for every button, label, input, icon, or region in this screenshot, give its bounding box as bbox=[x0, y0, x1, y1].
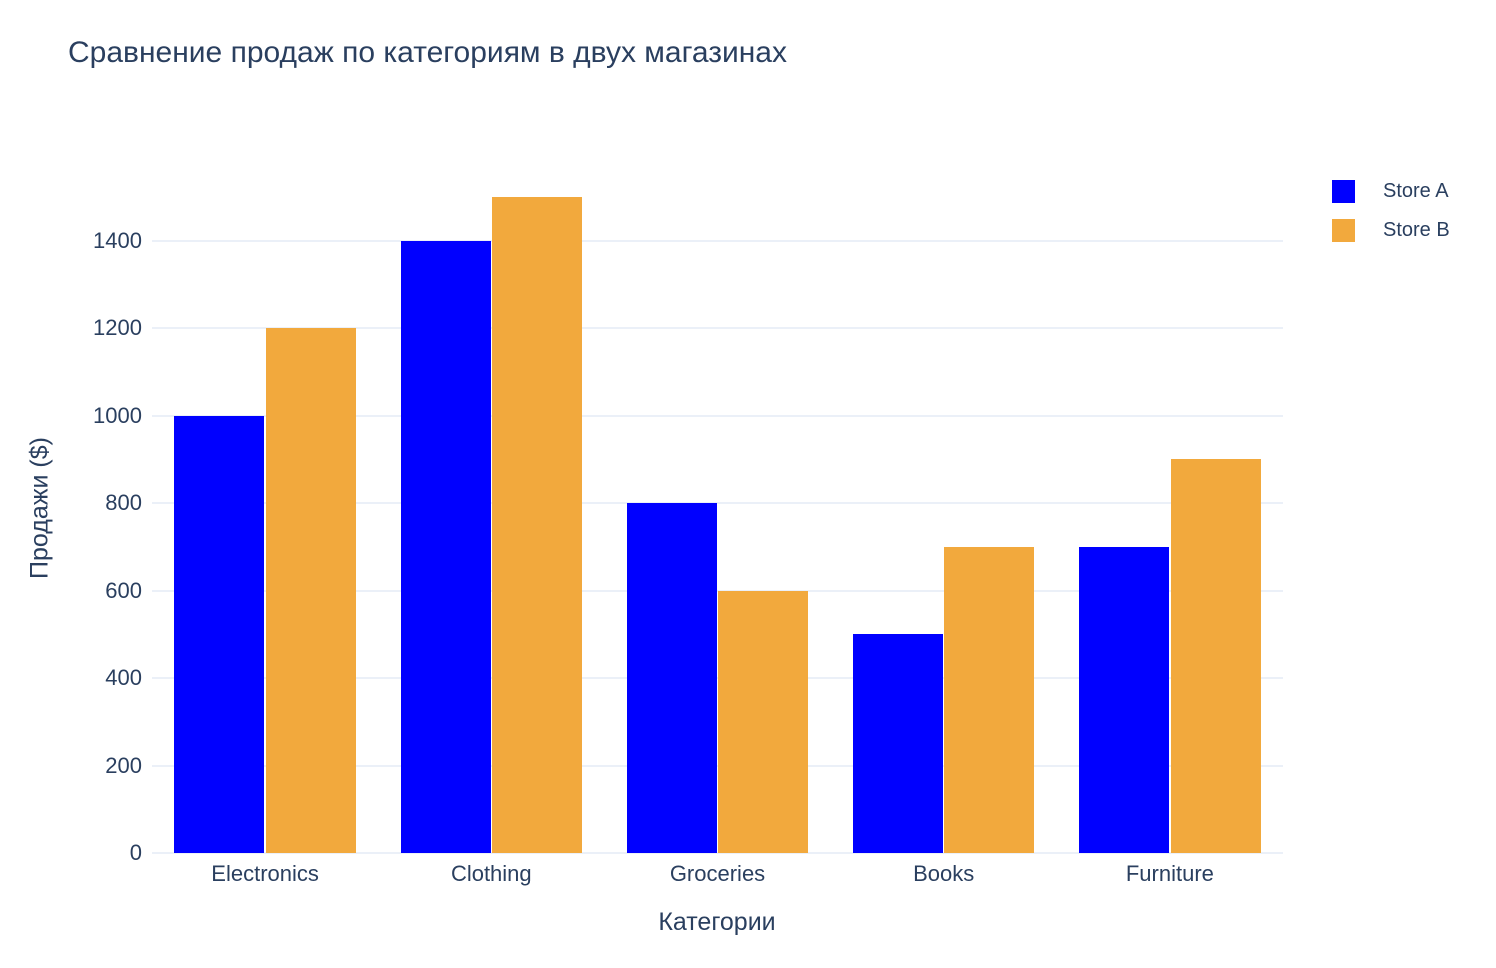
plot-area: Electronics Clothing Groceries Books Furnitu… bbox=[152, 163, 1283, 886]
chart-title: Сравнение продаж по категориям в двух ма… bbox=[68, 36, 787, 69]
y-axis-title: Продажи ($) bbox=[25, 437, 54, 579]
y-axis-tick-labels: 0 200 400 600 800 1000 1200 1400 bbox=[0, 163, 142, 865]
y-grid-line-400 bbox=[152, 677, 1283, 680]
bar-store-b-books bbox=[944, 546, 1035, 853]
y-grid-line-1200 bbox=[152, 327, 1283, 330]
y-tick-label-1200: 1200 bbox=[93, 315, 142, 341]
y-grid-line-0 bbox=[152, 852, 1283, 854]
legend-label-store-a: Store A bbox=[1383, 180, 1449, 202]
bar-store-b-clothing bbox=[492, 197, 583, 853]
legend-swatch-store-a bbox=[1332, 180, 1355, 203]
legend: Store A Store B bbox=[1332, 180, 1450, 258]
x-tick-label-groceries: Groceries bbox=[669, 861, 766, 886]
bar-store-a-books bbox=[852, 634, 943, 853]
bar-store-a-electronics bbox=[174, 415, 265, 853]
y-tick-label-1000: 1000 bbox=[93, 402, 142, 428]
y-grid-line-1400 bbox=[152, 239, 1283, 242]
x-tick-label-clothing: Clothing bbox=[450, 861, 532, 886]
legend-label-store-b: Store B bbox=[1383, 219, 1450, 241]
bar-store-a-clothing bbox=[400, 240, 491, 853]
legend-item-store-b[interactable]: Store B bbox=[1332, 219, 1450, 242]
bar-store-b-electronics bbox=[265, 328, 356, 853]
y-tick-label-0: 0 bbox=[129, 840, 142, 865]
bar-store-b-groceries bbox=[718, 590, 809, 853]
bar-store-b-furniture bbox=[1170, 459, 1261, 853]
x-tick-label-electronics: Electronics bbox=[211, 861, 319, 886]
legend-swatch-store-b bbox=[1332, 219, 1355, 242]
bar-store-a-furniture bbox=[1079, 546, 1170, 853]
x-tick-label-furniture: Furniture bbox=[1125, 861, 1214, 886]
y-grid-line-600 bbox=[152, 589, 1283, 592]
legend-item-store-a[interactable]: Store A bbox=[1332, 180, 1450, 203]
y-grid-line-1000 bbox=[152, 414, 1283, 417]
y-tick-label-400: 400 bbox=[105, 665, 142, 691]
x-axis-title: Категории bbox=[658, 908, 776, 936]
y-grid-line-800 bbox=[152, 502, 1283, 505]
y-grid-line-200 bbox=[152, 764, 1283, 767]
y-tick-label-1400: 1400 bbox=[93, 227, 142, 253]
y-tick-label-200: 200 bbox=[105, 752, 142, 778]
y-tick-label-800: 800 bbox=[105, 490, 142, 516]
bar-store-a-groceries bbox=[626, 503, 717, 853]
x-tick-label-books: Books bbox=[913, 861, 975, 886]
y-tick-label-600: 600 bbox=[105, 577, 142, 603]
